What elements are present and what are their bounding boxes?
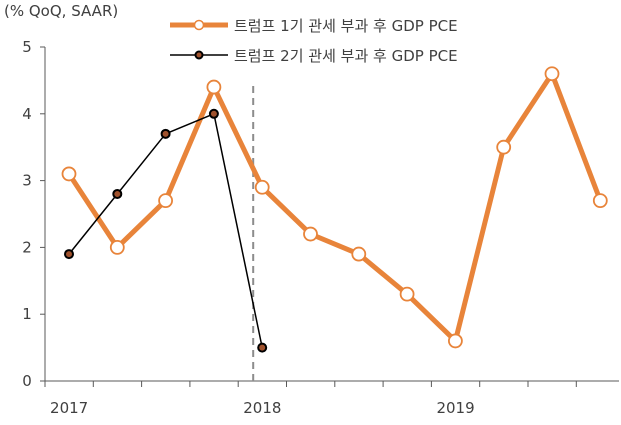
y-tick-label: 1 [22, 305, 32, 323]
data-point-series-1 [351, 246, 367, 262]
data-point-series-2 [257, 342, 268, 353]
y-tick-label: 5 [22, 38, 32, 56]
legend-item-series-2: 트럼프 2기 관세 부과 후 GDP PCE [168, 40, 458, 70]
data-point-series-1 [544, 66, 560, 82]
legend: 트럼프 1기 관세 부과 후 GDP PCE 트럼프 2기 관세 부과 후 GD… [168, 10, 458, 70]
data-point-series-1 [592, 193, 608, 209]
data-point-series-2 [64, 249, 74, 260]
series-group [61, 66, 608, 353]
y-axis-unit-label: (% QoQ, SAAR) [4, 2, 119, 20]
legend-item-series-1: 트럼프 1기 관세 부과 후 GDP PCE [168, 10, 458, 40]
data-point-series-1 [158, 193, 174, 209]
y-tick-label: 3 [22, 172, 32, 190]
y-tick-label: 0 [22, 372, 32, 390]
y-tick-label: 4 [22, 105, 32, 123]
legend-swatch-series-2 [170, 50, 228, 60]
legend-swatch-series-1 [170, 19, 228, 31]
y-tick-label: 2 [22, 238, 32, 256]
data-point-series-2 [208, 108, 219, 119]
x-tick-label: 2017 [50, 399, 88, 417]
x-tick-label: 2018 [243, 399, 281, 417]
data-point-series-1 [496, 139, 512, 155]
x-tick-label: 2019 [436, 399, 474, 417]
data-point-series-1 [109, 239, 125, 255]
series-line-1 [66, 71, 603, 344]
legend-label-series-2: 트럼프 2기 관세 부과 후 GDP PCE [234, 46, 458, 65]
legend-label-series-1: 트럼프 1기 관세 부과 후 GDP PCE [234, 16, 458, 35]
data-point-series-2 [112, 188, 123, 199]
data-point-series-1 [399, 286, 415, 302]
data-point-series-1 [61, 166, 77, 182]
series-line-2 [68, 113, 263, 348]
data-point-series-1 [447, 333, 463, 349]
data-point-series-1 [206, 79, 222, 95]
data-point-series-1 [254, 179, 270, 195]
data-point-series-2 [160, 128, 171, 139]
data-point-series-1 [303, 226, 318, 242]
chart-axes: 0 1 2 3 4 5 2017 2018 2019 [22, 38, 619, 417]
